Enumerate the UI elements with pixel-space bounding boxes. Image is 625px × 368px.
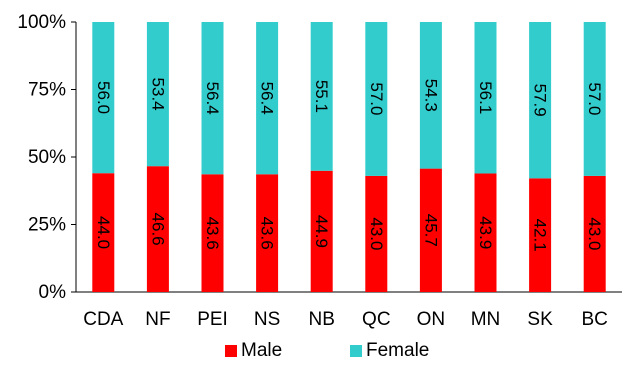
y-tick-label: 100% — [17, 12, 66, 33]
legend-label-female: Female — [366, 340, 429, 361]
bar-male-mn — [474, 173, 497, 292]
bar-male-bc — [583, 175, 606, 292]
bar-female-nf — [146, 22, 169, 167]
bar-female-cda — [92, 22, 115, 174]
data-label-male: 43.6 — [258, 217, 277, 250]
bar-male-pei — [201, 174, 224, 292]
data-label-female: 54.3 — [421, 79, 440, 112]
bar-female-bc — [583, 22, 606, 176]
bar-female-mn — [474, 22, 497, 174]
bar-male-on — [419, 168, 442, 292]
data-label-male: 43.9 — [476, 216, 495, 249]
data-label-male: 42.1 — [531, 219, 550, 252]
bar-male-sk — [529, 178, 552, 292]
x-tick-label: CDA — [83, 309, 123, 330]
bar-female-sk — [529, 22, 552, 179]
x-tick-label: NS — [254, 309, 280, 330]
x-tick-label: SK — [527, 309, 553, 330]
data-label-male: 44.0 — [94, 216, 113, 249]
data-label-female: 56.4 — [258, 82, 277, 115]
x-tick-label: NF — [145, 309, 170, 330]
legend-swatch-male — [225, 345, 237, 357]
bar-male-nb — [310, 170, 333, 292]
x-tick-label: BC — [581, 309, 607, 330]
bar-male-qc — [365, 175, 388, 292]
x-tick-label: NB — [308, 309, 334, 330]
data-label-male: 45.7 — [421, 214, 440, 247]
data-label-female: 56.4 — [203, 82, 222, 115]
data-label-female: 56.1 — [476, 81, 495, 114]
data-label-male: 44.9 — [312, 215, 331, 248]
x-tick-label: MN — [471, 309, 501, 330]
data-label-female: 57.9 — [531, 84, 550, 117]
data-label-female: 57.0 — [367, 82, 386, 115]
y-tick-label: 0% — [39, 282, 67, 303]
data-label-male: 46.6 — [148, 213, 167, 246]
bar-male-ns — [256, 174, 279, 292]
bar-female-on — [419, 22, 442, 169]
bar-female-pei — [201, 22, 224, 175]
data-label-female: 55.1 — [312, 80, 331, 113]
x-tick-label: ON — [417, 309, 446, 330]
data-label-male: 43.6 — [203, 217, 222, 250]
legend-label-male: Male — [241, 340, 282, 361]
bar-female-ns — [256, 22, 279, 175]
data-label-female: 53.4 — [148, 78, 167, 111]
x-tick-label: PEI — [197, 309, 228, 330]
bar-male-nf — [146, 166, 169, 292]
y-tick-label: 50% — [28, 147, 66, 168]
bar-male-cda — [92, 173, 115, 292]
x-tick-label: QC — [362, 309, 391, 330]
bar-female-nb — [310, 22, 333, 171]
y-tick-label: 75% — [28, 80, 66, 101]
data-label-female: 57.0 — [585, 82, 604, 115]
data-label-male: 43.0 — [585, 217, 604, 250]
data-label-female: 56.0 — [94, 81, 113, 114]
data-label-male: 43.0 — [367, 217, 386, 250]
legend-swatch-female — [350, 345, 362, 357]
y-tick-label: 25% — [28, 215, 66, 236]
bar-female-qc — [365, 22, 388, 176]
